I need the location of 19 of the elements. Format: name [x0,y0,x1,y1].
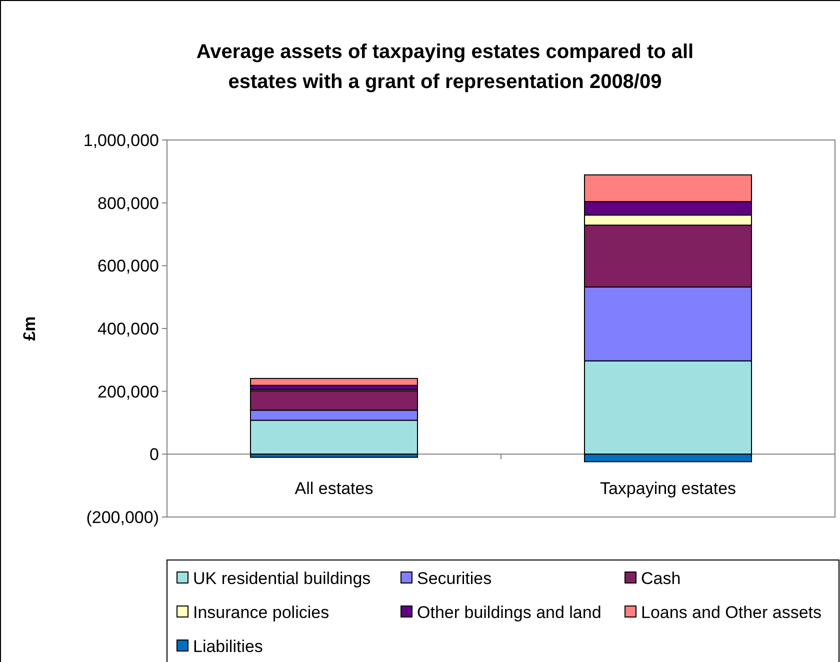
legend-label: Cash [641,569,681,588]
legend-label: Insurance policies [193,603,330,622]
legend-label: Securities [417,569,492,588]
legend-label: UK residential buildings [193,569,371,588]
chart-title: Average assets of taxpaying estates compared to all estates with a grant of representation 2008/09 [196,41,694,93]
x-tick-label: All estates [294,479,374,498]
legend-label: Other buildings and land [417,603,602,622]
y-tick-label: 0 [150,445,159,464]
y-tick-label: 1,000,000 [83,131,159,150]
legend-label: Loans and Other assets [641,603,822,622]
y-tick-label: 800,000 [98,194,159,213]
y-tick-label: 600,000 [98,256,159,276]
y-axis-title: £m [20,316,39,341]
y-tick-label: 200,000 [98,382,159,402]
legend-label: Liabilities [193,637,263,656]
bar [250,378,418,386]
x-tick-label: Taxpaying estates [600,479,736,498]
y-tick-label: 400,000 [98,320,159,338]
y-tick-label: (200,000) [86,508,159,527]
